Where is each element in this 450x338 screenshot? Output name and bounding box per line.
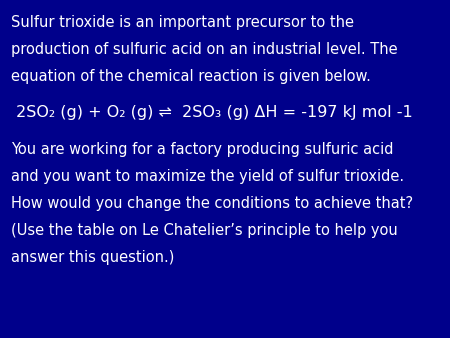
Text: 2SO₂ (g) + O₂ (g) ⇌  2SO₃ (g) ΔH = -197 kJ mol -1: 2SO₂ (g) + O₂ (g) ⇌ 2SO₃ (g) ΔH = -197 k… — [11, 105, 413, 120]
Text: equation of the chemical reaction is given below.: equation of the chemical reaction is giv… — [11, 69, 371, 84]
Text: How would you change the conditions to achieve that?: How would you change the conditions to a… — [11, 196, 414, 211]
Text: production of sulfuric acid on an industrial level. The: production of sulfuric acid on an indust… — [11, 42, 398, 57]
Text: Sulfur trioxide is an important precursor to the: Sulfur trioxide is an important precurso… — [11, 15, 354, 30]
Text: and you want to maximize the yield of sulfur trioxide.: and you want to maximize the yield of su… — [11, 169, 405, 184]
Text: answer this question.): answer this question.) — [11, 250, 175, 265]
Text: You are working for a factory producing sulfuric acid: You are working for a factory producing … — [11, 142, 394, 157]
Text: (Use the table on Le Chatelier’s principle to help you: (Use the table on Le Chatelier’s princip… — [11, 223, 398, 238]
